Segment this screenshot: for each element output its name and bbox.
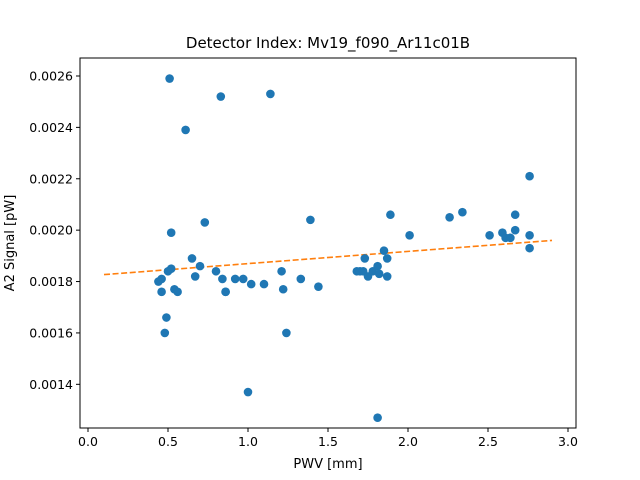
fit-line bbox=[103, 239, 553, 276]
data-point bbox=[246, 279, 256, 289]
data-point bbox=[218, 274, 227, 284]
x-tick-label: 2.5 bbox=[478, 434, 498, 449]
fit-line-layer bbox=[103, 239, 553, 276]
data-point bbox=[458, 207, 467, 217]
data-point bbox=[373, 413, 382, 423]
data-point bbox=[278, 284, 288, 294]
data-point bbox=[525, 243, 534, 253]
data-point bbox=[195, 261, 205, 271]
data-point bbox=[379, 246, 389, 256]
data-point bbox=[266, 89, 275, 99]
data-point bbox=[374, 269, 384, 279]
x-axis-label: PWV [mm] bbox=[293, 457, 362, 472]
y-tick-label: 0.0020 bbox=[29, 223, 73, 238]
data-point bbox=[445, 213, 454, 222]
data-point bbox=[173, 287, 182, 297]
y-tick-label: 0.0016 bbox=[29, 325, 73, 340]
data-point bbox=[277, 266, 286, 276]
x-tick-label: 1.0 bbox=[238, 434, 258, 449]
scatter-points-layer bbox=[154, 74, 534, 423]
data-point bbox=[296, 274, 306, 284]
data-point bbox=[230, 274, 240, 284]
data-point bbox=[373, 261, 382, 271]
data-point bbox=[211, 266, 221, 276]
chart-title: Detector Index: Mv19_f090_Ar11c01B bbox=[186, 34, 470, 53]
data-point bbox=[405, 230, 414, 240]
data-point bbox=[525, 230, 534, 240]
x-tick-label: 0.0 bbox=[78, 434, 98, 449]
y-tick-label: 0.0018 bbox=[29, 274, 73, 289]
data-point bbox=[166, 228, 176, 238]
data-point bbox=[187, 254, 197, 263]
data-point bbox=[157, 287, 166, 297]
y-axis-label: A2 Signal [pW] bbox=[3, 195, 18, 292]
data-point bbox=[200, 218, 210, 227]
data-point bbox=[166, 264, 176, 273]
data-point bbox=[382, 272, 392, 281]
data-point bbox=[306, 215, 315, 225]
data-point bbox=[485, 230, 494, 240]
data-point bbox=[386, 210, 395, 220]
data-point bbox=[181, 125, 190, 135]
data-point bbox=[382, 254, 392, 263]
data-point bbox=[162, 313, 171, 322]
data-point bbox=[243, 387, 253, 397]
y-tick-label: 0.0026 bbox=[29, 68, 73, 83]
data-point bbox=[160, 328, 170, 338]
data-point bbox=[525, 171, 534, 181]
data-point bbox=[510, 210, 520, 220]
data-point bbox=[157, 274, 166, 284]
data-point bbox=[360, 254, 370, 263]
data-point bbox=[510, 225, 520, 235]
data-point bbox=[506, 233, 515, 243]
data-point bbox=[190, 272, 200, 281]
x-axis-ticks: 0.0 0.5 1.0 1.5 2.0 2.5 3.0 bbox=[78, 428, 578, 449]
data-point bbox=[314, 282, 323, 291]
data-point bbox=[221, 287, 230, 297]
data-point bbox=[238, 274, 248, 284]
y-tick-label: 0.0024 bbox=[29, 120, 73, 135]
y-axis-ticks: 0.0014 0.0016 0.0018 0.0020 0.0022 0.0024 0.00… bbox=[29, 68, 80, 392]
x-tick-label: 2.0 bbox=[398, 434, 418, 449]
x-tick-label: 3.0 bbox=[558, 434, 578, 449]
data-point bbox=[259, 279, 269, 289]
x-tick-label: 0.5 bbox=[158, 434, 178, 449]
y-tick-label: 0.0022 bbox=[29, 171, 73, 186]
data-point bbox=[165, 74, 174, 83]
x-tick-label: 1.5 bbox=[318, 434, 338, 449]
data-point bbox=[282, 328, 291, 338]
y-tick-label: 0.0014 bbox=[29, 377, 73, 392]
data-point bbox=[216, 92, 226, 101]
